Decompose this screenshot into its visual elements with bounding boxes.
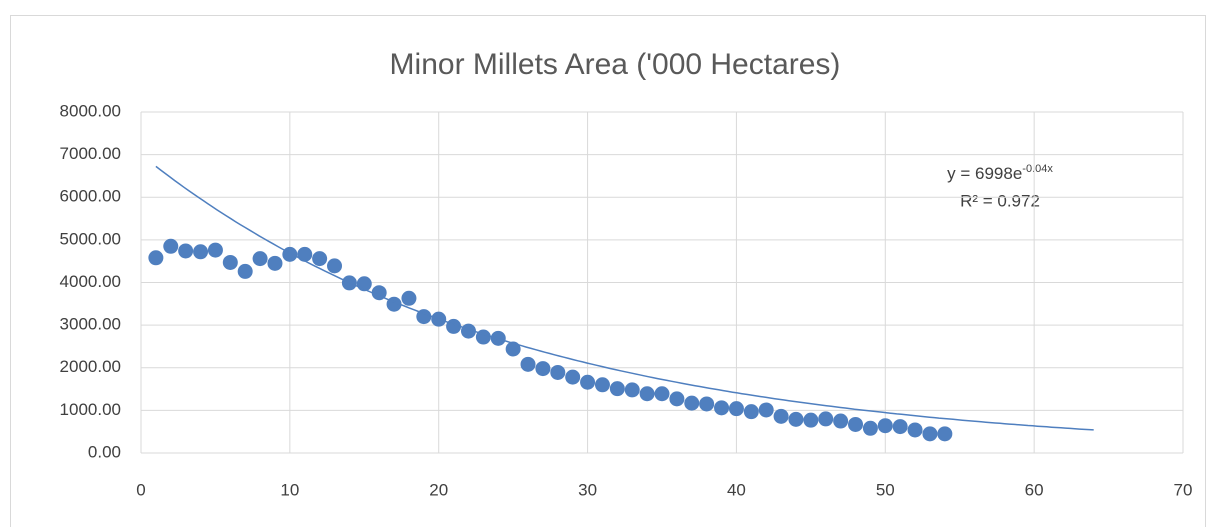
point [252, 251, 268, 267]
chart-border [10, 15, 1206, 527]
point [937, 426, 953, 442]
point [327, 258, 343, 274]
point [148, 250, 164, 266]
point [639, 386, 655, 402]
x-tick-label: 0 [136, 480, 145, 499]
y-tick-label: 2000.00 [60, 357, 121, 376]
y-tick-label: 5000.00 [60, 229, 121, 248]
y-tick-label: 1000.00 [60, 400, 121, 419]
trendline [155, 165, 1094, 431]
equation-base: y = 6998e [947, 164, 1022, 183]
r-squared: R² = 0.972 [960, 191, 1040, 210]
point [505, 341, 521, 357]
point [267, 255, 283, 271]
point [699, 396, 715, 412]
y-tick-label: 8000.00 [60, 101, 121, 120]
y-tick-label: 7000.00 [60, 144, 121, 163]
point [758, 402, 774, 418]
y-tick-label: 3000.00 [60, 315, 121, 334]
x-tick-label: 40 [727, 480, 746, 499]
y-tick-label: 6000.00 [60, 187, 121, 206]
point [654, 386, 670, 402]
point [178, 243, 194, 259]
point [669, 391, 685, 407]
point [714, 400, 730, 416]
point [877, 418, 893, 434]
point [297, 246, 313, 262]
point [207, 242, 223, 258]
point [193, 244, 209, 260]
equation-exponent: -0.04x [1022, 163, 1053, 175]
point [728, 401, 744, 417]
point [848, 416, 864, 432]
point [862, 420, 878, 436]
x-tick-label: 60 [1025, 480, 1044, 499]
point [237, 263, 253, 279]
y-tick-label: 0.00 [88, 442, 121, 461]
x-tick-label: 70 [1174, 480, 1193, 499]
point [565, 369, 581, 385]
point [892, 419, 908, 435]
x-tick-label: 20 [429, 480, 448, 499]
point [743, 404, 759, 420]
point [312, 251, 328, 267]
point [788, 411, 804, 427]
point [535, 361, 551, 377]
point [818, 411, 834, 427]
x-tick-label: 10 [280, 480, 299, 499]
point [520, 356, 536, 372]
point [594, 377, 610, 393]
point [163, 238, 179, 254]
point [550, 364, 566, 380]
trend-equation: y = 6998e-0.04x [947, 163, 1053, 184]
point [222, 254, 238, 270]
x-tick-label: 30 [578, 480, 597, 499]
point [282, 246, 298, 262]
point [803, 412, 819, 428]
point [371, 285, 387, 301]
y-tick-label: 4000.00 [60, 272, 121, 291]
chart-title: Minor Millets Area ('000 Hectares) [390, 48, 841, 81]
point [833, 413, 849, 429]
point [609, 381, 625, 397]
point [773, 408, 789, 424]
point [580, 374, 596, 390]
point [624, 382, 640, 398]
point [684, 395, 700, 411]
point [907, 422, 923, 438]
point [922, 426, 938, 442]
x-tick-label: 50 [876, 480, 895, 499]
point [401, 290, 417, 306]
